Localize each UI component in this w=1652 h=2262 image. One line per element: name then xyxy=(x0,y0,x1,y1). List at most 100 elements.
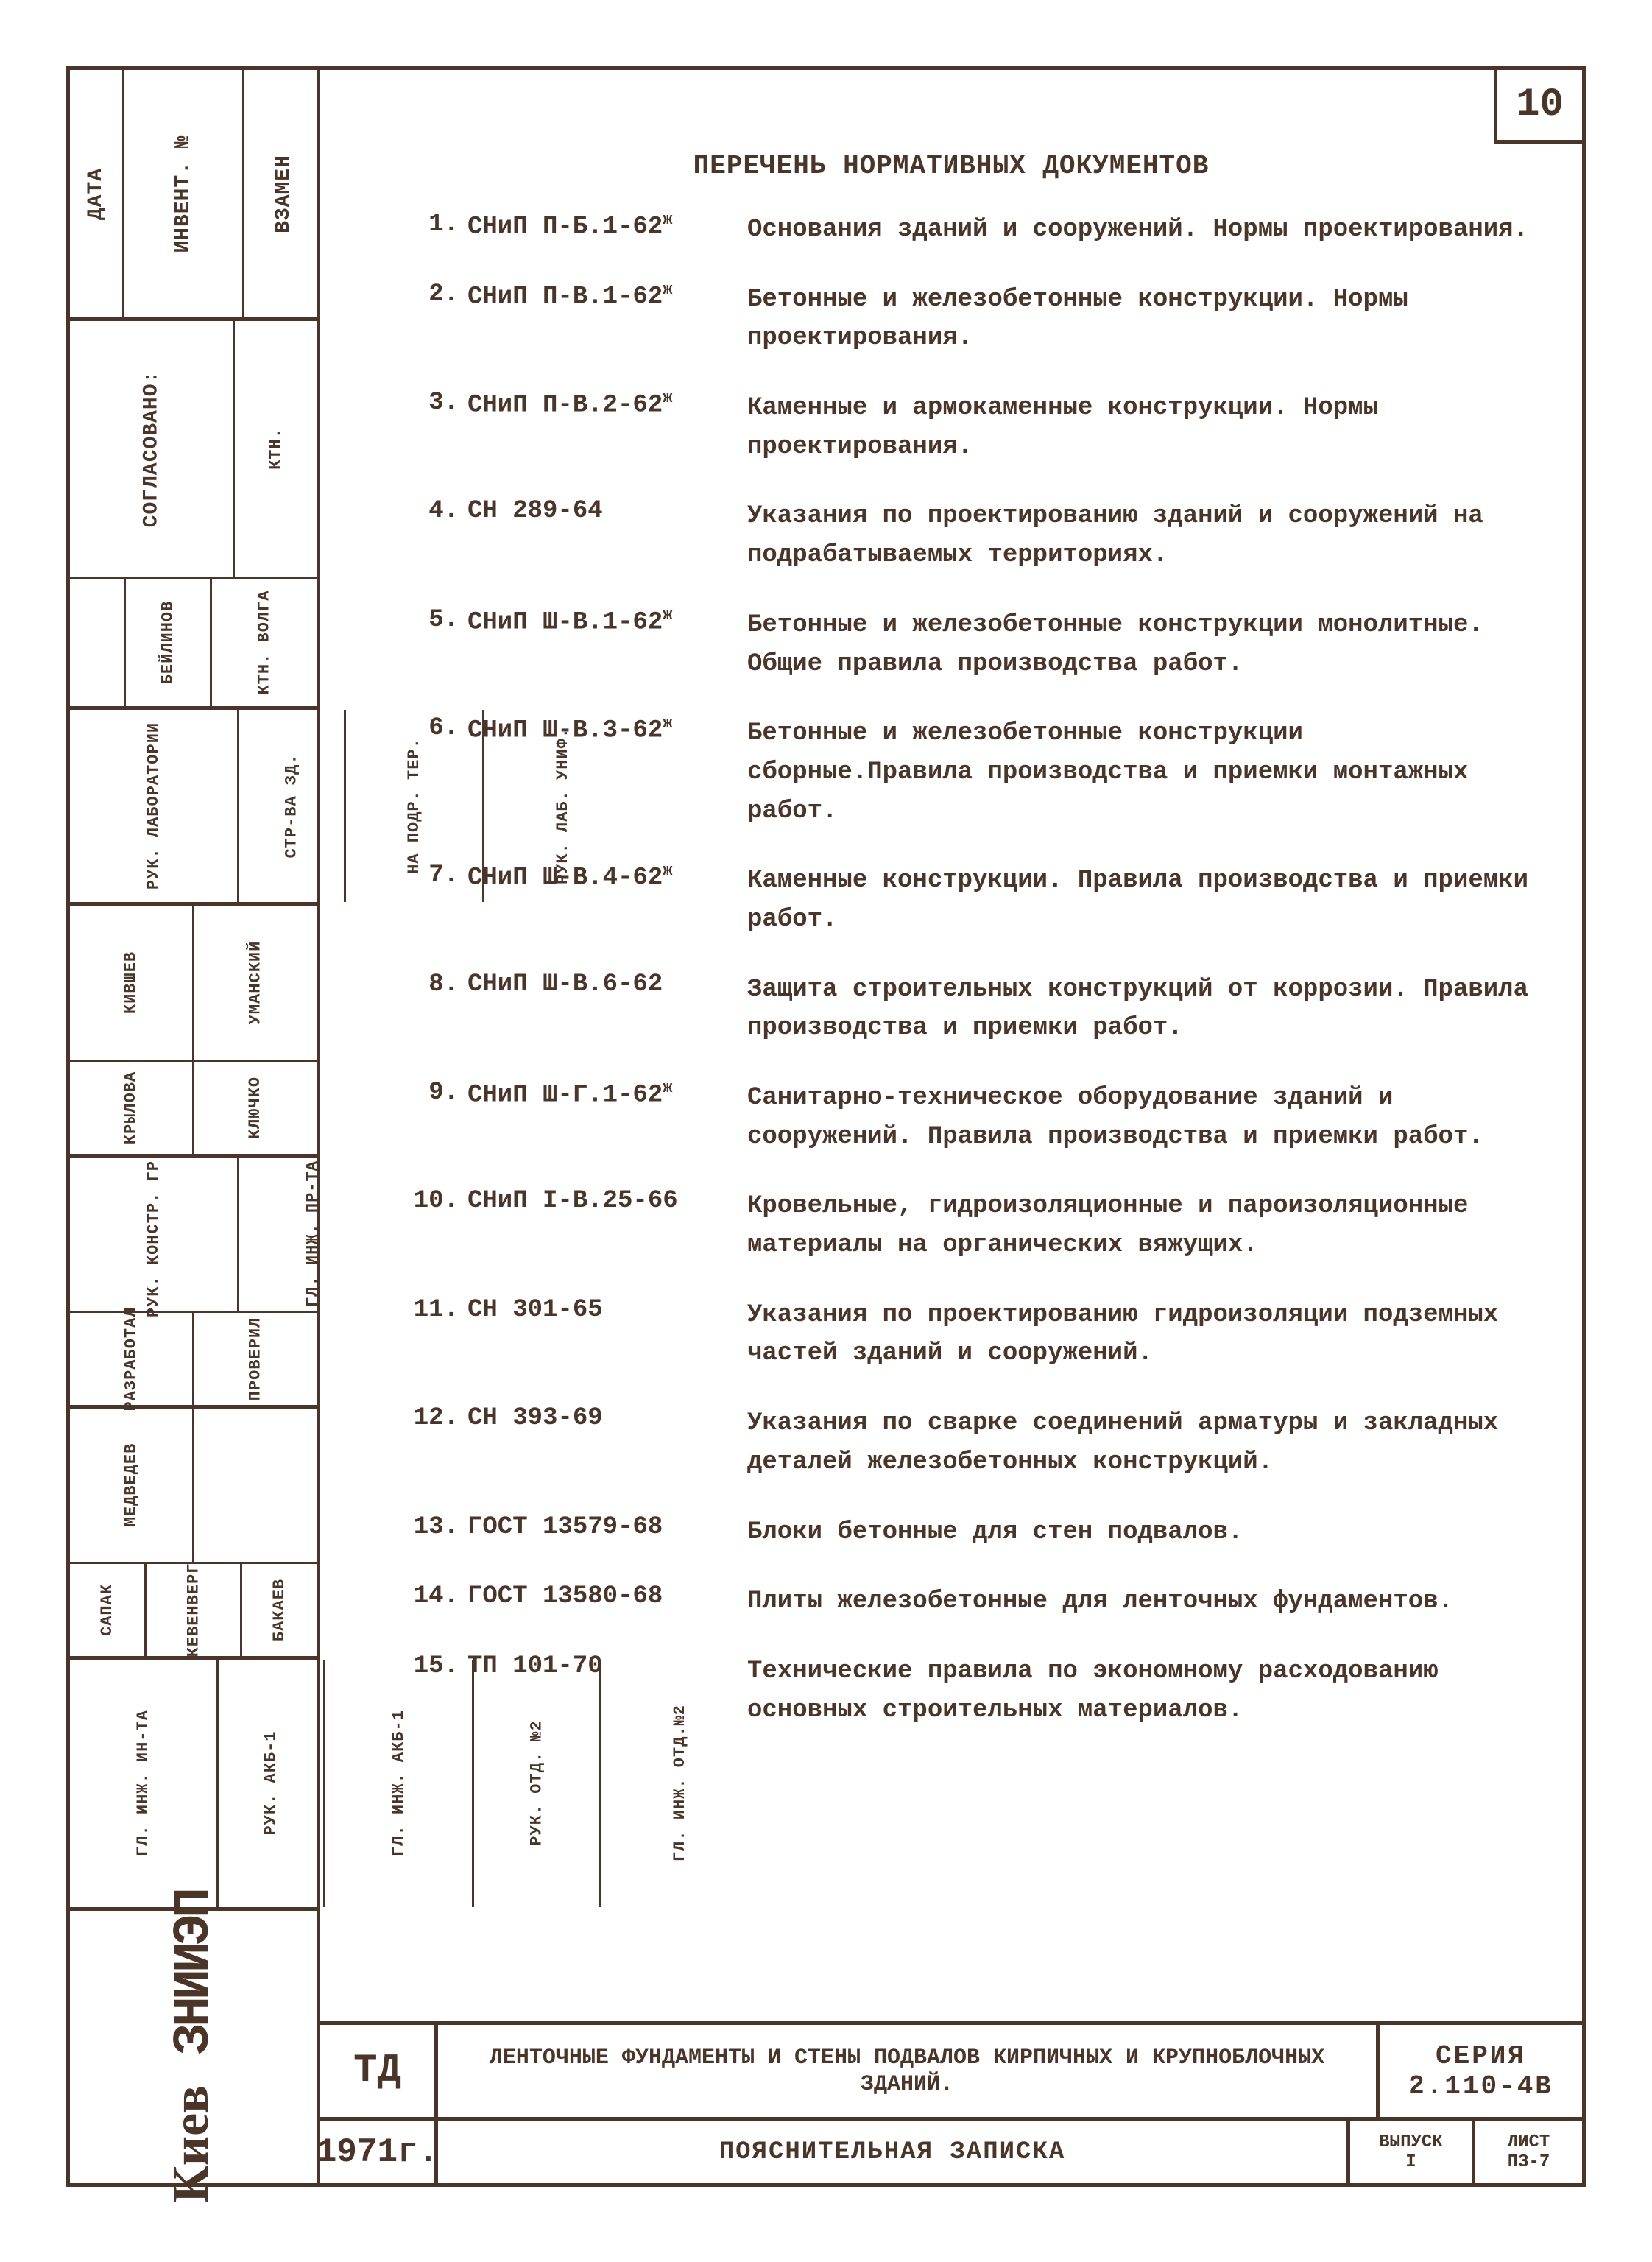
col-vzamen: ВЗАМЕН xyxy=(272,155,295,233)
doc-code: СН 393-69 xyxy=(467,1404,747,1481)
doc-code: СНиП П-В.2-62ж xyxy=(467,389,747,466)
tb-project-title: ЛЕНТОЧНЫЕ ФУНДАМЕНТЫ И СТЕНЫ ПОДВАЛОВ КИ… xyxy=(438,2025,1376,2117)
document-row: 15.ТП 101-70Технические правила по эконо… xyxy=(409,1652,1538,1730)
doc-description: Указания по проектированию гидроизоляции… xyxy=(747,1296,1538,1373)
document-row: 13.ГОСТ 13579-68Блоки бетонные для стен … xyxy=(409,1513,1538,1552)
col-sapak: САПАК xyxy=(98,1584,116,1636)
document-title: ПЕРЕЧЕНЬ НОРМАТИВНЫХ ДОКУМЕНТОВ xyxy=(320,151,1582,181)
document-row: 12.СН 393-69Указания по сварке соединени… xyxy=(409,1404,1538,1481)
col-strva: СТР-ВА ЗД. xyxy=(283,754,301,859)
doc-description: Бетонные и железобетонные конструкции сб… xyxy=(747,714,1538,831)
document-row: 3.СНиП П-В.2-62жКаменные и армокаменные … xyxy=(409,389,1538,466)
doc-code: СНиП Ш-В.4-62ж xyxy=(467,862,747,939)
title-block: ТД ЛЕНТОЧНЫЕ ФУНДАМЕНТЫ И СТЕНЫ ПОДВАЛОВ… xyxy=(320,2021,1582,2183)
doc-code: СНиП П-Б.1-62ж xyxy=(467,211,747,250)
col-glinzh: ГЛ. ИНЖ. ПР-ТА xyxy=(303,1160,322,1307)
tb-issue: ВЫПУСК I xyxy=(1346,2121,1472,2183)
doc-code: СНиП Ш-В.3-62ж xyxy=(467,714,747,831)
document-row: 2.СНиП П-В.1-62жБетонные и железобетонны… xyxy=(409,281,1538,358)
col-data: ДАТА xyxy=(85,167,107,219)
doc-code: СНиП Ш-В.1-62ж xyxy=(467,606,747,683)
doc-number: 4. xyxy=(409,497,467,574)
tb-series-num: 2.110-4В xyxy=(1408,2071,1553,2101)
tb-series-label: СЕРИЯ xyxy=(1436,2041,1526,2071)
tb-series: СЕРИЯ 2.110-4В xyxy=(1376,2025,1582,2117)
doc-code: ГОСТ 13580-68 xyxy=(467,1582,747,1621)
tb-year: 1971г. xyxy=(320,2121,438,2183)
col-kivshev: КИВШЕВ xyxy=(122,951,141,1014)
doc-description: Санитарно-техническое оборудование здани… xyxy=(747,1079,1538,1156)
document-row: 1.СНиП П-Б.1-62жОснования зданий и соору… xyxy=(409,211,1538,250)
doc-description: Блоки бетонные для стен подвалов. xyxy=(747,1513,1538,1552)
tb-issue-label: ВЫПУСК xyxy=(1379,2132,1442,2152)
doc-description: Технические правила по экономному расход… xyxy=(747,1652,1538,1730)
doc-code: СНиП П-В.1-62ж xyxy=(467,281,747,358)
doc-number: 3. xyxy=(409,389,467,466)
tb-sheet-num: ПЗ-7 xyxy=(1508,2152,1550,2172)
col-akb1: РУК. АКБ-1 xyxy=(261,1731,280,1836)
document-row: 11.СН 301-65Указания по проектированию г… xyxy=(409,1296,1538,1373)
document-row: 8.СНиП Ш-В.6-62Защита строительных конст… xyxy=(409,970,1538,1048)
col-umanskiy: УМАНСКИЙ xyxy=(247,941,265,1025)
col-razrab: РАЗРАБОТАЛ xyxy=(122,1306,141,1411)
doc-number: 6. xyxy=(409,714,467,831)
tb-issue-num: I xyxy=(1405,2152,1416,2172)
doc-description: Основания зданий и сооружений. Нормы про… xyxy=(747,211,1538,250)
doc-description: Кровельные, гидроизоляционные и пароизол… xyxy=(747,1187,1538,1264)
col-konstr: РУК. КОНСТР. ГР. xyxy=(144,1150,163,1317)
doc-description: Бетонные и железобетонные конструкции мо… xyxy=(747,606,1538,683)
doc-description: Указания по проектированию зданий и соор… xyxy=(747,497,1538,574)
document-row: 14.ГОСТ 13580-68Плиты железобетонные для… xyxy=(409,1582,1538,1621)
doc-number: 5. xyxy=(409,606,467,683)
normative-documents-list: 1.СНиП П-Б.1-62жОснования зданий и соору… xyxy=(320,211,1582,1730)
doc-number: 1. xyxy=(409,211,467,250)
doc-description: Плиты железобетонные для ленточных фунда… xyxy=(747,1582,1538,1621)
document-row: 7.СНиП Ш-В.4-62жКаменные конструкции. Пр… xyxy=(409,862,1538,939)
organization-logo: Киев ЗНИИЭП xyxy=(70,1911,317,2183)
tb-td: ТД xyxy=(320,2025,438,2117)
doc-description: Каменные и армокаменные конструкции. Нор… xyxy=(747,389,1538,466)
doc-description: Указания по сварке соединений арматуры и… xyxy=(747,1404,1538,1481)
doc-number: 2. xyxy=(409,281,467,358)
doc-number: 13. xyxy=(409,1513,467,1552)
col-bakaev: БАКАЕВ xyxy=(270,1579,289,1641)
col-invent: ИНВЕНТ. № xyxy=(172,135,195,253)
stamp-column: ДАТА ИНВЕНТ. № ВЗАМЕН СОГЛАСОВАНО: КТН. … xyxy=(70,70,320,2183)
doc-code: ГОСТ 13579-68 xyxy=(467,1513,747,1552)
doc-description: Защита строительных конструкций от корро… xyxy=(747,970,1538,1048)
tb-subtitle: ПОЯСНИТЕЛЬНАЯ ЗАПИСКА xyxy=(438,2121,1346,2183)
document-row: 10.СНиП I-В.25-66Кровельные, гидроизоляц… xyxy=(409,1187,1538,1264)
col-krylova: КРЫЛОВА xyxy=(121,1071,140,1144)
doc-description: Бетонные и железобетонные конструкции. Н… xyxy=(747,281,1538,358)
doc-number: 15. xyxy=(409,1652,467,1730)
doc-number: 8. xyxy=(409,970,467,1048)
doc-code: ТП 101-70 xyxy=(467,1652,747,1730)
col-proveril: ПРОВЕРИЛ xyxy=(247,1317,265,1400)
col-medvedev: МЕДВЕДЕВ xyxy=(122,1443,141,1527)
col-beilinov: БЕЙЛИНОВ xyxy=(159,601,177,685)
doc-code: СНиП Ш-Г.1-62ж xyxy=(467,1079,747,1156)
doc-number: 10. xyxy=(409,1187,467,1264)
tb-sheet: ЛИСТ ПЗ-7 xyxy=(1472,2121,1582,2183)
doc-number: 11. xyxy=(409,1296,467,1373)
col-glinzh-inta: ГЛ. ИНЖ. ИН-ТА xyxy=(134,1710,152,1857)
doc-number: 14. xyxy=(409,1582,467,1621)
col-kevenverg: КЕВЕНВЕРГ xyxy=(184,1562,202,1657)
doc-code: СНиП I-В.25-66 xyxy=(467,1187,747,1264)
document-row: 5.СНиП Ш-В.1-62жБетонные и железобетонны… xyxy=(409,606,1538,683)
col-volga: КТН. ВОЛГА xyxy=(255,590,273,694)
doc-description: Каменные конструкции. Правила производст… xyxy=(747,862,1538,939)
tb-sheet-label: ЛИСТ xyxy=(1508,2132,1550,2152)
document-row: 4.СН 289-64Указания по проектированию зд… xyxy=(409,497,1538,574)
doc-number: 12. xyxy=(409,1404,467,1481)
doc-code: СНиП Ш-В.6-62 xyxy=(467,970,747,1048)
col-lab: РУК. ЛАБОРАТОРИИ xyxy=(144,722,163,889)
doc-number: 7. xyxy=(409,862,467,939)
col-soglasovano: СОГЛАСОВАНО: xyxy=(140,370,163,528)
doc-code: СН 301-65 xyxy=(467,1296,747,1373)
main-content: ПЕРЕЧЕНЬ НОРМАТИВНЫХ ДОКУМЕНТОВ 1.СНиП П… xyxy=(320,70,1582,2183)
document-row: 9.СНиП Ш-Г.1-62жСанитарно-техническое об… xyxy=(409,1079,1538,1156)
doc-number: 9. xyxy=(409,1079,467,1156)
col-klyuchko: КЛЮЧКО xyxy=(247,1077,265,1139)
drawing-frame: 10 ДАТА ИНВЕНТ. № ВЗАМЕН СОГЛАСОВАНО: КТ… xyxy=(66,66,1586,2187)
